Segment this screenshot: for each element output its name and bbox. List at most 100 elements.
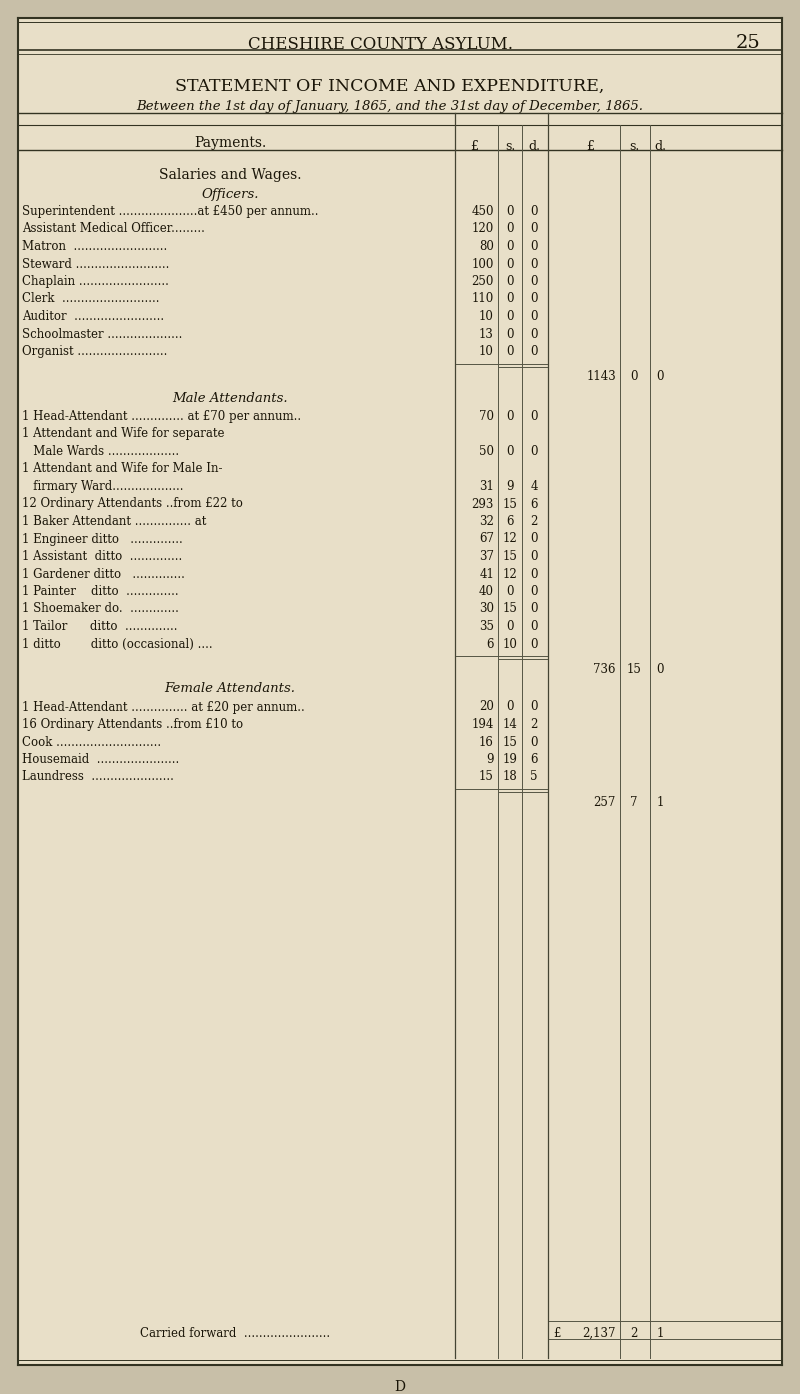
Text: 1 Head-Attendant .............. at £70 per annum..: 1 Head-Attendant .............. at £70 p… [22, 410, 301, 422]
Text: 120: 120 [472, 223, 494, 236]
Text: £: £ [586, 139, 594, 153]
Text: 2,137: 2,137 [582, 1327, 616, 1340]
Text: 31: 31 [479, 480, 494, 493]
Text: 2: 2 [530, 718, 538, 730]
Text: 15: 15 [502, 551, 518, 563]
Text: 0: 0 [656, 371, 664, 383]
Text: firmary Ward...................: firmary Ward................... [22, 480, 183, 493]
Text: 5: 5 [530, 771, 538, 783]
Text: 1 Tailor      ditto  ..............: 1 Tailor ditto .............. [22, 620, 178, 633]
Text: 0: 0 [506, 293, 514, 305]
Text: 16: 16 [479, 736, 494, 749]
Text: 1: 1 [656, 796, 664, 809]
Text: 0: 0 [530, 736, 538, 749]
Text: 0: 0 [530, 410, 538, 422]
Text: 16 Ordinary Attendants ..from £10 to: 16 Ordinary Attendants ..from £10 to [22, 718, 243, 730]
Text: 0: 0 [506, 410, 514, 422]
Text: 450: 450 [471, 205, 494, 217]
Text: 10: 10 [479, 309, 494, 323]
Text: 15: 15 [479, 771, 494, 783]
Text: Laundress  ......................: Laundress ...................... [22, 771, 174, 783]
Text: 14: 14 [502, 718, 518, 730]
Text: 110: 110 [472, 293, 494, 305]
Text: 250: 250 [472, 275, 494, 289]
Text: s.: s. [629, 139, 639, 153]
Text: 0: 0 [530, 567, 538, 580]
Text: 0: 0 [530, 293, 538, 305]
Text: 0: 0 [530, 701, 538, 714]
Text: Cook ............................: Cook ............................ [22, 736, 161, 749]
Text: 0: 0 [530, 344, 538, 358]
Text: 0: 0 [530, 602, 538, 616]
Text: 0: 0 [530, 309, 538, 323]
Text: 1 Gardener ditto   ..............: 1 Gardener ditto .............. [22, 567, 185, 580]
Text: s.: s. [505, 139, 515, 153]
Text: 0: 0 [506, 445, 514, 459]
Text: 0: 0 [530, 275, 538, 289]
Text: 35: 35 [479, 620, 494, 633]
Text: Auditor  ........................: Auditor ........................ [22, 309, 164, 323]
Text: 1 Engineer ditto   ..............: 1 Engineer ditto .............. [22, 533, 182, 545]
Text: 12: 12 [502, 567, 518, 580]
Text: 18: 18 [502, 771, 518, 783]
Text: 0: 0 [506, 258, 514, 270]
Text: 0: 0 [530, 533, 538, 545]
Text: £: £ [470, 139, 478, 153]
Text: D: D [394, 1380, 406, 1394]
Text: 20: 20 [479, 701, 494, 714]
Text: STATEMENT OF INCOME AND EXPENDITURE,: STATEMENT OF INCOME AND EXPENDITURE, [175, 78, 605, 95]
Text: 30: 30 [479, 602, 494, 616]
Text: 1143: 1143 [586, 371, 616, 383]
Text: Officers.: Officers. [202, 188, 258, 201]
Text: 41: 41 [479, 567, 494, 580]
Text: 10: 10 [479, 344, 494, 358]
Text: 6: 6 [506, 514, 514, 528]
Text: 0: 0 [530, 328, 538, 340]
Text: Male Attendants.: Male Attendants. [172, 392, 288, 406]
Text: 100: 100 [472, 258, 494, 270]
Text: 67: 67 [479, 533, 494, 545]
Text: 1 Baker Attendant ............... at: 1 Baker Attendant ............... at [22, 514, 206, 528]
Text: 15: 15 [502, 498, 518, 510]
Text: 0: 0 [530, 205, 538, 217]
Text: 0: 0 [506, 585, 514, 598]
Text: 2: 2 [530, 514, 538, 528]
Text: CHESHIRE COUNTY ASYLUM.: CHESHIRE COUNTY ASYLUM. [247, 36, 513, 53]
Text: 19: 19 [502, 753, 518, 765]
Text: Salaries and Wages.: Salaries and Wages. [158, 169, 302, 183]
Text: 194: 194 [472, 718, 494, 730]
Text: 1 Attendant and Wife for Male In-: 1 Attendant and Wife for Male In- [22, 463, 222, 475]
Text: 1 Head-Attendant ............... at £20 per annum..: 1 Head-Attendant ............... at £20 … [22, 701, 305, 714]
Text: 12 Ordinary Attendants ..from £22 to: 12 Ordinary Attendants ..from £22 to [22, 498, 243, 510]
Text: 257: 257 [594, 796, 616, 809]
Text: 0: 0 [530, 585, 538, 598]
Text: 7: 7 [630, 796, 638, 809]
Text: 0: 0 [506, 240, 514, 252]
Text: 15: 15 [502, 602, 518, 616]
Text: 1 ditto        ditto (occasional) ....: 1 ditto ditto (occasional) .... [22, 637, 213, 651]
Text: 0: 0 [530, 620, 538, 633]
Text: 12: 12 [502, 533, 518, 545]
Text: 0: 0 [506, 309, 514, 323]
Text: 2: 2 [630, 1327, 638, 1340]
Text: Steward .........................: Steward ......................... [22, 258, 170, 270]
Text: 37: 37 [479, 551, 494, 563]
Text: 4: 4 [530, 480, 538, 493]
Text: 0: 0 [656, 664, 664, 676]
Text: 80: 80 [479, 240, 494, 252]
Text: 10: 10 [502, 637, 518, 651]
Text: 0: 0 [530, 258, 538, 270]
Text: Female Attendants.: Female Attendants. [165, 683, 295, 696]
Text: £: £ [553, 1327, 560, 1340]
Text: Carried forward  .......................: Carried forward ....................... [140, 1327, 330, 1340]
Text: 1 Attendant and Wife for separate: 1 Attendant and Wife for separate [22, 428, 225, 441]
Text: 0: 0 [506, 223, 514, 236]
Text: Clerk  ..........................: Clerk .......................... [22, 293, 159, 305]
Text: Assistant Medical Officer.........: Assistant Medical Officer......... [22, 223, 205, 236]
Text: 0: 0 [530, 223, 538, 236]
Text: 1 Assistant  ditto  ..............: 1 Assistant ditto .............. [22, 551, 182, 563]
Text: 0: 0 [530, 240, 538, 252]
Text: 0: 0 [506, 701, 514, 714]
Text: 0: 0 [506, 328, 514, 340]
Text: 6: 6 [486, 637, 494, 651]
